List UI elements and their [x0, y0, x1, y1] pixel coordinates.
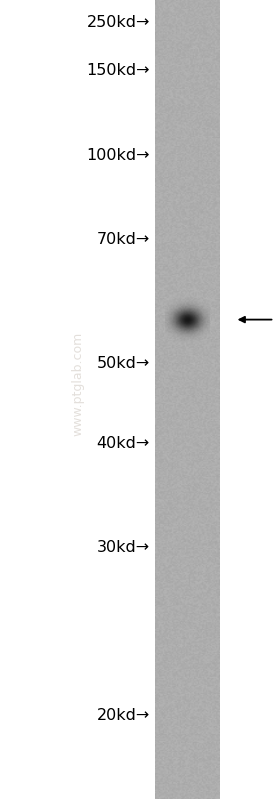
Text: 20kd→: 20kd→ [97, 708, 150, 722]
Text: 30kd→: 30kd→ [97, 540, 150, 555]
Text: 40kd→: 40kd→ [97, 436, 150, 451]
Text: www.ptglab.com: www.ptglab.com [72, 332, 85, 435]
Text: 70kd→: 70kd→ [97, 233, 150, 247]
Text: 100kd→: 100kd→ [86, 149, 150, 163]
Text: 50kd→: 50kd→ [97, 356, 150, 371]
Text: 150kd→: 150kd→ [86, 63, 150, 78]
Text: 250kd→: 250kd→ [87, 15, 150, 30]
